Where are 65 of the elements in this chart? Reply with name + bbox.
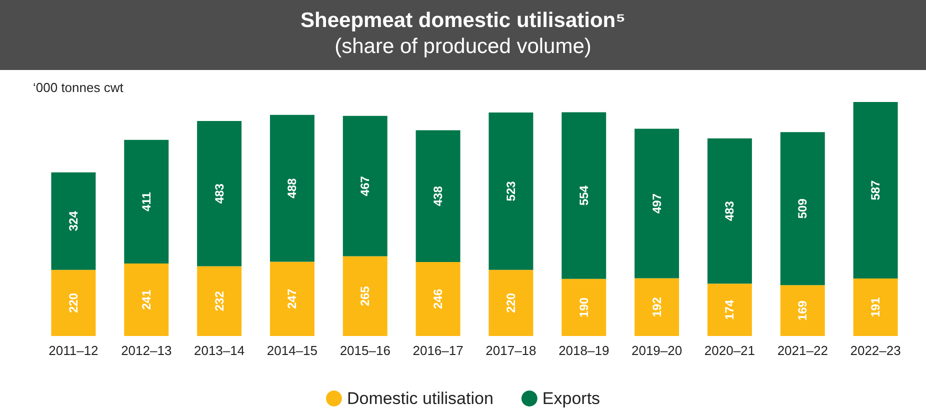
bar (270, 114, 314, 262)
bar (270, 262, 314, 336)
bar (416, 262, 460, 336)
legend-label: Domestic utilisation (346, 389, 494, 408)
data-label: 232 (212, 290, 226, 312)
x-tick-label: 2018–19 (558, 343, 610, 358)
bar (853, 102, 898, 279)
data-label: 411 (139, 192, 154, 212)
data-label: 191 (868, 296, 883, 318)
data-label: 554 (576, 185, 591, 206)
x-tick-label: 2017–18 (486, 343, 536, 358)
bar (780, 132, 825, 286)
data-label: 220 (504, 292, 518, 313)
x-tick-label: 2014–15 (266, 343, 318, 358)
bar (51, 172, 96, 270)
bar (197, 120, 242, 266)
chart-subtitle: (share of produced volume) (334, 34, 592, 60)
bar (562, 112, 606, 279)
bar (634, 278, 680, 336)
data-label: 190 (576, 297, 591, 318)
bar (488, 112, 534, 270)
bar (780, 285, 825, 336)
bar (342, 256, 388, 336)
bar (342, 116, 388, 256)
bar (416, 130, 460, 262)
x-tick-label: 2016–17 (412, 343, 464, 358)
data-label: 497 (650, 193, 664, 214)
data-label: 241 (139, 289, 154, 310)
x-tick-label: 2011–12 (48, 343, 98, 358)
bar (197, 266, 242, 336)
bar (634, 128, 680, 278)
data-label: 483 (722, 200, 737, 222)
data-label: 509 (796, 198, 810, 219)
legend-label: Exports (542, 389, 600, 408)
bar (562, 278, 606, 336)
data-label: 192 (650, 296, 664, 318)
data-label: 324 (66, 210, 80, 232)
bar (707, 284, 752, 336)
bar (488, 270, 534, 336)
x-tick-label: 2020–21 (704, 343, 756, 358)
data-label: 220 (66, 292, 80, 313)
data-label: 174 (722, 300, 737, 320)
data-label: 587 (868, 180, 883, 200)
x-tick-label: 2021–22 (777, 343, 828, 358)
x-tick-label: 2013–14 (194, 343, 245, 358)
bar (124, 264, 169, 336)
data-label: 247 (285, 288, 300, 309)
data-label: 265 (358, 286, 372, 306)
data-label: 488 (285, 178, 300, 198)
data-label: 483 (212, 183, 226, 204)
data-label: 467 (358, 176, 372, 196)
x-tick-label: 2015–16 (340, 343, 390, 358)
x-tick-label: 2022–23 (850, 343, 901, 358)
x-tick-label: 2012–13 (121, 343, 172, 358)
x-tick-label: 2019–20 (631, 343, 682, 358)
bar (124, 140, 169, 264)
bar (51, 270, 96, 336)
chart-title: Sheepmeat domestic utilisation⁵ (300, 8, 626, 34)
data-label: 246 (431, 288, 446, 310)
data-label: 169 (796, 300, 810, 321)
data-label: 523 (504, 180, 518, 202)
data-label: 438 (431, 186, 446, 206)
bar (853, 278, 898, 336)
y-axis-title: ‘000 tonnes cwt (33, 80, 124, 95)
bar (707, 138, 752, 284)
